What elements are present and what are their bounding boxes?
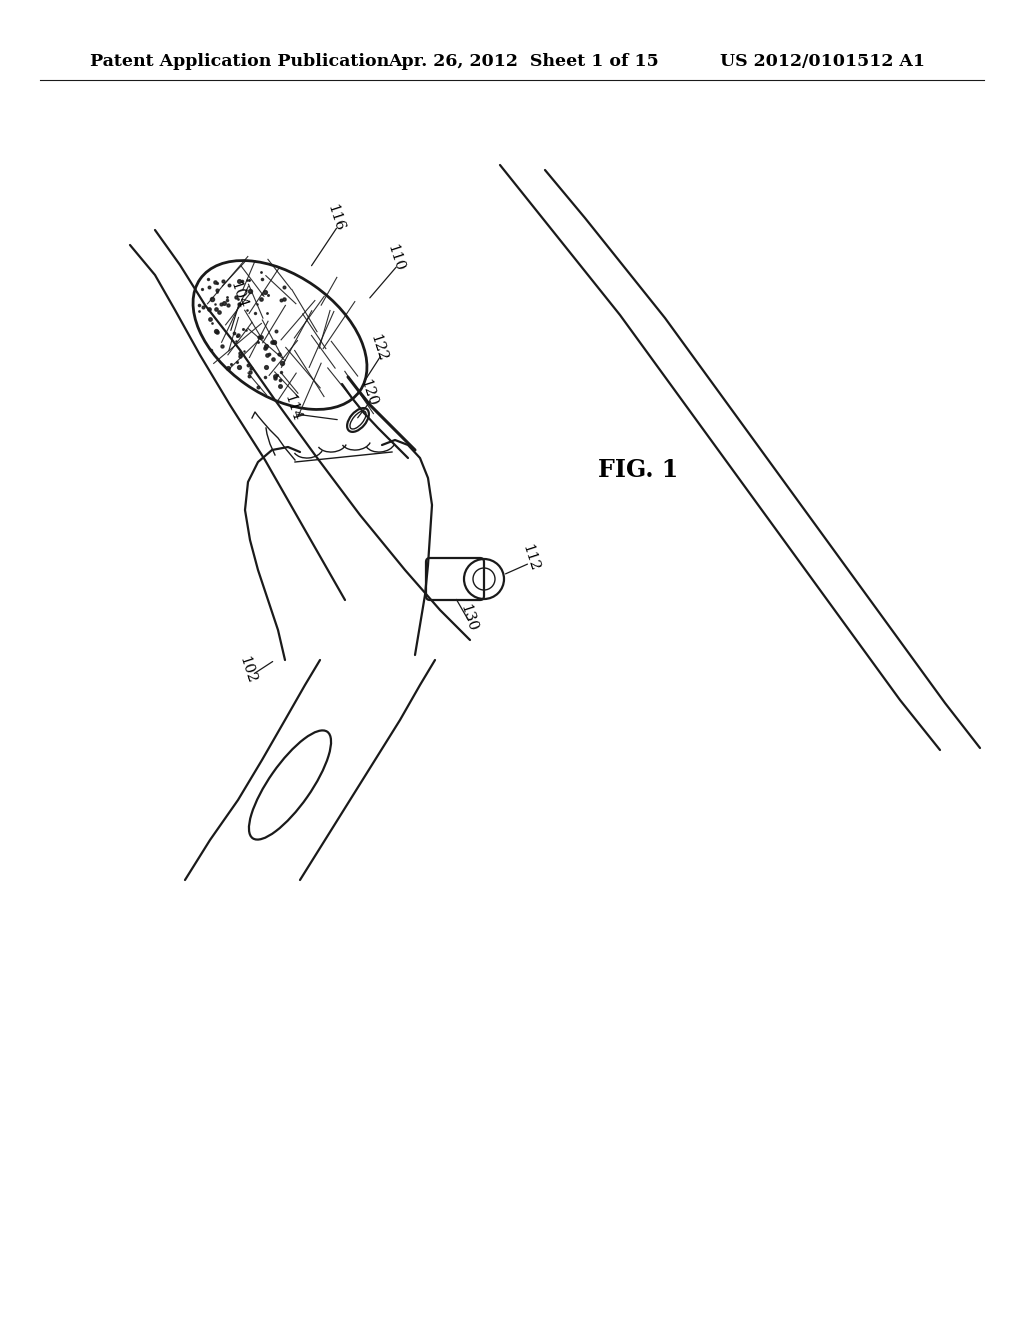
- Text: Apr. 26, 2012  Sheet 1 of 15: Apr. 26, 2012 Sheet 1 of 15: [388, 54, 658, 70]
- Text: 122: 122: [367, 333, 389, 363]
- Text: 102: 102: [237, 655, 258, 685]
- Text: FIG. 1: FIG. 1: [598, 458, 678, 482]
- Text: 130: 130: [457, 603, 479, 634]
- Text: 114: 114: [282, 393, 303, 424]
- Text: 112: 112: [519, 543, 541, 573]
- Text: 110: 110: [384, 243, 406, 273]
- Text: 120: 120: [357, 378, 379, 408]
- Text: US 2012/0101512 A1: US 2012/0101512 A1: [720, 54, 925, 70]
- Text: 116: 116: [324, 203, 346, 234]
- Text: 104: 104: [227, 280, 249, 310]
- Text: Patent Application Publication: Patent Application Publication: [90, 54, 389, 70]
